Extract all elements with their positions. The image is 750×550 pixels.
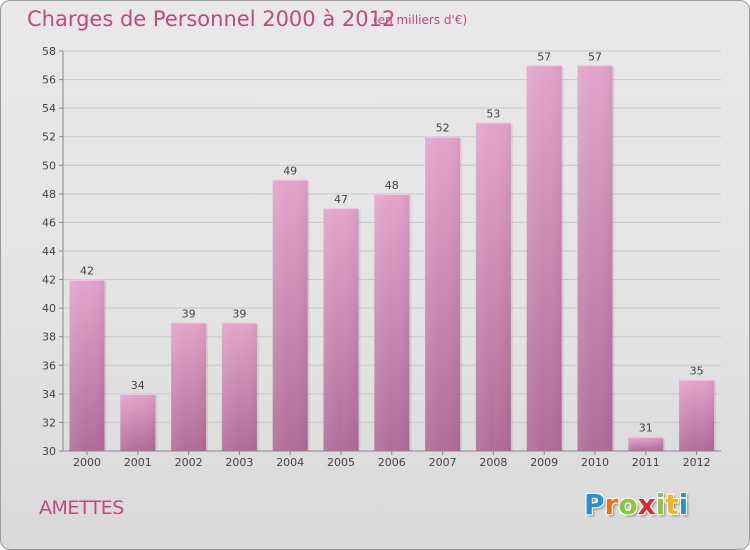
y-tick-label: 32 [42, 416, 56, 429]
x-tick-label: 2007 [429, 456, 457, 469]
y-tick-label: 48 [42, 188, 56, 201]
logo-letter: P [584, 488, 605, 521]
logo-letter: r [604, 488, 619, 521]
data-label: 57 [588, 50, 602, 63]
y-tick-label: 42 [42, 274, 56, 287]
data-label: 34 [131, 379, 145, 392]
logo-letter: o [618, 488, 638, 521]
y-tick-label: 50 [42, 159, 56, 172]
data-label: 48 [385, 179, 399, 192]
data-label: 35 [690, 365, 704, 378]
bar-highlight [272, 179, 308, 452]
x-tick-label: 2012 [683, 456, 711, 469]
data-label: 52 [436, 122, 450, 135]
bar-highlight [374, 193, 410, 451]
y-tick-label: 30 [42, 445, 56, 458]
logo-letter: i [655, 488, 666, 521]
bar-highlight [425, 136, 461, 451]
chart-subtitle: (en milliers d'€) [373, 13, 468, 27]
data-label: 42 [80, 265, 94, 278]
logo-letter: t [665, 488, 679, 521]
y-tick-label: 44 [42, 245, 56, 258]
x-tick-label: 2001 [124, 456, 152, 469]
proxiti-logo: Proxiti [584, 488, 688, 521]
y-tick-label: 54 [42, 102, 56, 115]
x-tick-label: 2004 [276, 456, 304, 469]
y-tick-label: 38 [42, 331, 56, 344]
x-tick-label: 2005 [327, 456, 355, 469]
x-tick-label: 2008 [479, 456, 507, 469]
bar-highlight [323, 208, 359, 451]
data-label: 53 [486, 107, 500, 120]
x-tick-label: 2011 [632, 456, 660, 469]
data-label: 49 [283, 165, 297, 178]
bar-highlight [120, 393, 156, 451]
y-tick-label: 46 [42, 216, 56, 229]
data-label: 31 [639, 422, 653, 435]
x-tick-label: 2006 [378, 456, 406, 469]
bar-highlight [221, 322, 257, 451]
y-tick-label: 52 [42, 131, 56, 144]
y-tick-label: 56 [42, 74, 56, 87]
logo-letter: x [637, 488, 656, 521]
data-label: 57 [537, 50, 551, 63]
x-tick-label: 2009 [530, 456, 558, 469]
data-label: 47 [334, 193, 348, 206]
bar-highlight [69, 279, 105, 451]
y-tick-label: 36 [42, 359, 56, 372]
x-tick-label: 2002 [175, 456, 203, 469]
y-tick-label: 58 [42, 45, 56, 58]
x-tick-label: 2003 [225, 456, 253, 469]
y-tick-label: 40 [42, 302, 56, 315]
bar-highlight [526, 65, 562, 452]
bar-highlight [679, 379, 715, 451]
x-tick-label: 2010 [581, 456, 609, 469]
bar-highlight [171, 322, 207, 451]
chart-title: Charges de Personnel 2000 à 2012 [27, 7, 396, 31]
x-tick-label: 2000 [73, 456, 101, 469]
y-tick-label: 34 [42, 388, 56, 401]
bar-highlight [577, 65, 613, 452]
data-label: 39 [182, 307, 196, 320]
bar-highlight [628, 436, 664, 451]
data-label: 39 [232, 307, 246, 320]
commune-name: AMETTES [39, 497, 124, 519]
logo-letter: i [678, 488, 689, 521]
bar-highlight [475, 122, 511, 451]
